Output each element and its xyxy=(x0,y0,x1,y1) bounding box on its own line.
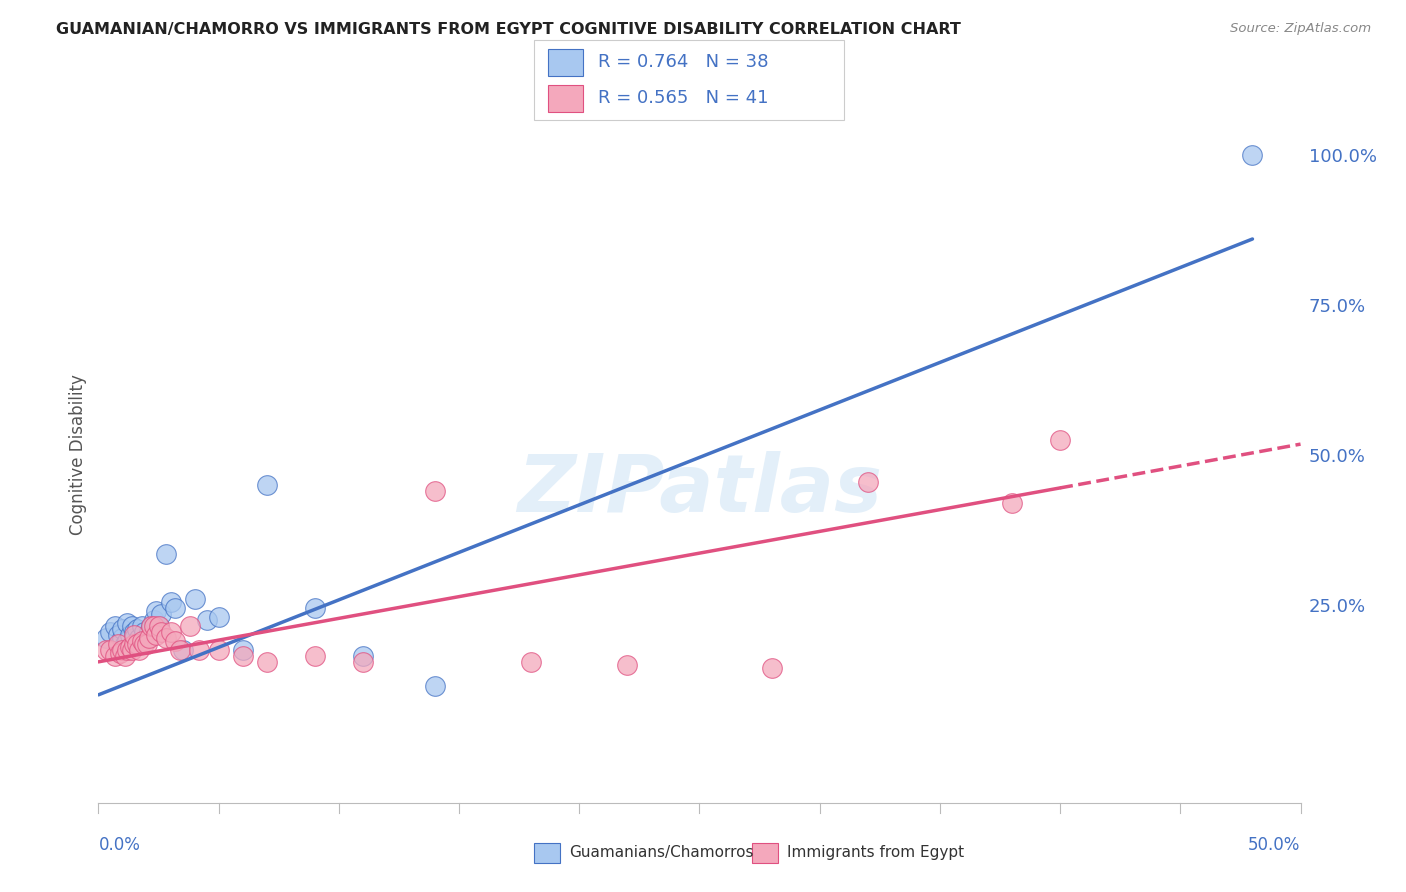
Point xyxy=(121,643,143,657)
Point xyxy=(155,631,177,645)
Point xyxy=(114,637,136,651)
Point xyxy=(155,547,177,561)
Point xyxy=(117,633,139,648)
Point xyxy=(304,600,326,615)
Point xyxy=(124,628,146,642)
Point xyxy=(169,643,191,657)
Point xyxy=(135,637,157,651)
Point xyxy=(125,622,148,636)
Point xyxy=(145,628,167,642)
Point xyxy=(856,475,879,489)
Point xyxy=(118,640,141,654)
Point xyxy=(208,610,231,624)
Point xyxy=(107,628,129,642)
Point xyxy=(124,624,146,639)
Point xyxy=(117,615,139,630)
Point xyxy=(141,619,163,633)
Point xyxy=(256,655,278,669)
Point xyxy=(159,595,181,609)
Point xyxy=(1001,496,1024,510)
Point xyxy=(761,661,783,675)
Text: ZIPatlas: ZIPatlas xyxy=(517,450,882,529)
Point xyxy=(111,631,134,645)
Point xyxy=(145,604,167,618)
Text: Source: ZipAtlas.com: Source: ZipAtlas.com xyxy=(1230,22,1371,36)
Point xyxy=(128,631,150,645)
Point xyxy=(104,648,127,663)
Point xyxy=(423,483,446,498)
Point xyxy=(1241,148,1264,162)
Point xyxy=(165,600,187,615)
Point xyxy=(520,655,543,669)
Point xyxy=(108,637,131,651)
Point xyxy=(131,633,153,648)
Point xyxy=(124,637,146,651)
Point xyxy=(108,646,131,660)
Point xyxy=(304,648,326,663)
Text: R = 0.565   N = 41: R = 0.565 N = 41 xyxy=(598,89,768,107)
Point xyxy=(188,643,211,657)
Point xyxy=(94,631,117,645)
Point xyxy=(100,643,122,657)
Point xyxy=(114,648,136,663)
Point xyxy=(148,619,170,633)
Point xyxy=(208,643,231,657)
Text: 50.0%: 50.0% xyxy=(1249,836,1301,854)
Point xyxy=(117,643,139,657)
Point xyxy=(138,624,160,639)
Point xyxy=(138,631,160,645)
Point xyxy=(172,643,194,657)
Point xyxy=(256,478,278,492)
Point xyxy=(142,619,165,633)
Point xyxy=(125,637,148,651)
Text: 0.0%: 0.0% xyxy=(98,836,141,854)
Point xyxy=(148,619,170,633)
Text: Immigrants from Egypt: Immigrants from Egypt xyxy=(787,846,965,860)
Point xyxy=(165,633,187,648)
Text: R = 0.764   N = 38: R = 0.764 N = 38 xyxy=(598,54,768,71)
Point xyxy=(149,607,172,621)
Point xyxy=(423,679,446,693)
Point xyxy=(124,631,146,645)
Point xyxy=(159,624,181,639)
Point xyxy=(195,613,218,627)
Point xyxy=(100,624,122,639)
Point xyxy=(94,643,117,657)
Text: Guamanians/Chamorros: Guamanians/Chamorros xyxy=(569,846,754,860)
Y-axis label: Cognitive Disability: Cognitive Disability xyxy=(69,375,87,535)
Point xyxy=(183,591,205,606)
Point xyxy=(1049,433,1071,447)
Text: GUAMANIAN/CHAMORRO VS IMMIGRANTS FROM EGYPT COGNITIVE DISABILITY CORRELATION CHA: GUAMANIAN/CHAMORRO VS IMMIGRANTS FROM EG… xyxy=(56,22,962,37)
Point xyxy=(232,648,254,663)
Point xyxy=(111,622,134,636)
Point xyxy=(128,643,150,657)
Point xyxy=(132,624,155,639)
Point xyxy=(179,619,201,633)
Point xyxy=(111,643,134,657)
Point xyxy=(104,619,127,633)
Point xyxy=(132,637,155,651)
Point xyxy=(616,657,638,672)
Point xyxy=(107,637,129,651)
Point xyxy=(141,619,163,633)
Point xyxy=(232,643,254,657)
Point xyxy=(142,613,165,627)
Point xyxy=(149,624,172,639)
Point xyxy=(118,628,141,642)
Point xyxy=(131,619,153,633)
Point xyxy=(135,631,157,645)
Point xyxy=(352,648,374,663)
Point xyxy=(352,655,374,669)
Point xyxy=(121,619,143,633)
